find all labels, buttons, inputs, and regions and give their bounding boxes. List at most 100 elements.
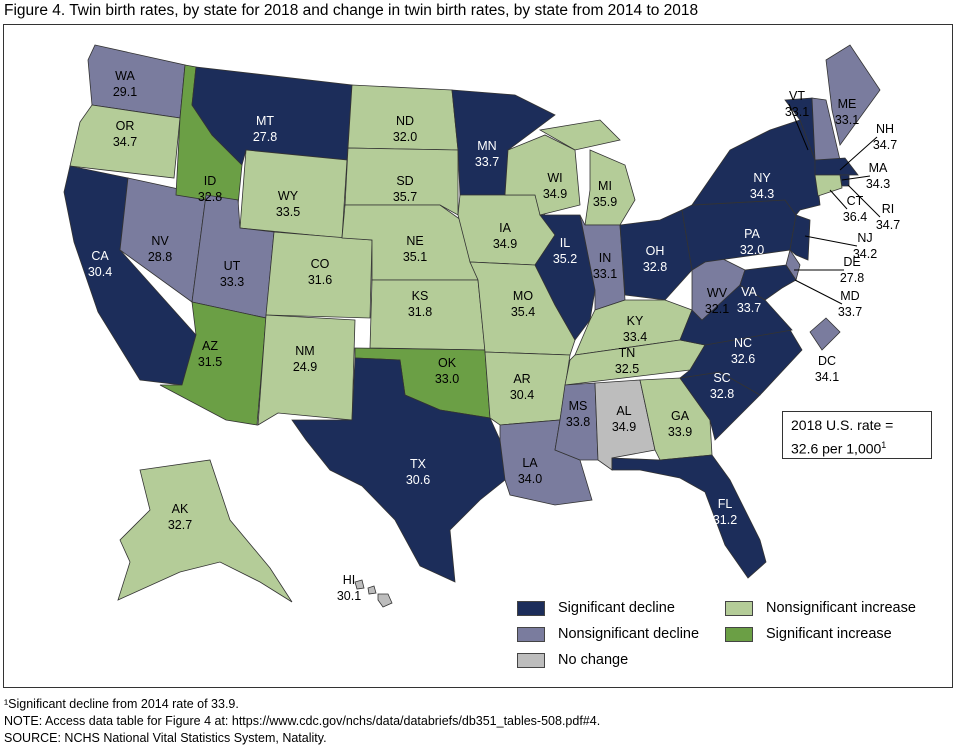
- leader-line-nj: [804, 235, 858, 247]
- state-abbr-label: NE: [406, 234, 423, 248]
- state-rate-label: 35.4: [511, 305, 535, 319]
- state-rate-label: 34.2: [853, 247, 877, 261]
- state-ak: [117, 459, 293, 603]
- state-rate-label: 35.7: [393, 190, 417, 204]
- state-abbr-label: IN: [599, 251, 612, 265]
- state-dc: [809, 317, 841, 351]
- state-abbr-label: CO: [311, 257, 330, 271]
- leader-line-nh: [839, 136, 878, 171]
- state-abbr-label: CA: [91, 249, 109, 263]
- state-abbr-label: OH: [646, 244, 665, 258]
- state-hi: [354, 579, 393, 608]
- source: SOURCE: NCHS National Vital Statistics S…: [4, 731, 327, 745]
- legend-significant-increase: Significant increase: [725, 626, 892, 642]
- footnote: ¹Significant decline from 2014 rate of 3…: [4, 697, 239, 711]
- us-rate-footnote-mark: 1: [881, 440, 887, 450]
- state-abbr-label: MS: [569, 399, 588, 413]
- state-abbr-label: OK: [438, 356, 457, 370]
- state-abbr-label: TX: [410, 457, 427, 471]
- state-rate-label: 34.9: [612, 420, 636, 434]
- legend-label: Nonsignificant decline: [558, 626, 700, 642]
- state-abbr-label: AZ: [202, 339, 218, 353]
- legend-significant-decline: Significant decline: [517, 600, 675, 616]
- state-rate-label: 29.1: [113, 85, 137, 99]
- state-abbr-label: SD: [396, 174, 413, 188]
- leader-line-ma: [841, 175, 871, 181]
- state-abbr-label: HI: [343, 573, 356, 587]
- state-abbr-label: WY: [278, 189, 299, 203]
- state-abbr-label: CT: [847, 194, 864, 208]
- state-rate-label: 31.6: [308, 273, 332, 287]
- legend-label: No change: [558, 652, 629, 668]
- state-rate-label: 33.0: [435, 372, 459, 386]
- state-abbr-label: OR: [116, 119, 135, 133]
- leader-line-vt: [788, 103, 809, 151]
- legend-nonsignificant-decline: Nonsignificant decline: [517, 626, 699, 642]
- state-rate-label: 30.4: [88, 265, 112, 279]
- leader-line-ct: [829, 189, 848, 210]
- state-me: [825, 44, 881, 146]
- state-rate-label: 33.9: [668, 425, 692, 439]
- state-rate-label: 35.2: [553, 252, 577, 266]
- state-sd: [344, 147, 459, 216]
- state-abbr-label: MO: [513, 289, 533, 303]
- state-abbr-label: NJ: [857, 231, 872, 245]
- state-abbr-label: NM: [295, 344, 314, 358]
- state-abbr-label: ME: [838, 97, 857, 111]
- state-rate-label: 32.6: [731, 352, 755, 366]
- legend-swatch: [517, 652, 545, 668]
- state-rate-label: 32.8: [643, 260, 667, 274]
- state-abbr-label: UT: [224, 259, 241, 273]
- state-rate-label: 33.3: [220, 275, 244, 289]
- state-abbr-label: NC: [734, 336, 752, 350]
- state-abbr-label: IA: [499, 221, 511, 235]
- state-rate-label: 34.3: [750, 187, 774, 201]
- state-rate-label: 33.1: [835, 113, 859, 127]
- legend-no-change: No change: [517, 652, 628, 668]
- us-rate-box: 2018 U.S. rate = 32.6 per 1,0001: [782, 411, 932, 459]
- state-rate-label: 35.1: [403, 250, 427, 264]
- state-co: [265, 231, 373, 319]
- state-rate-label: 30.1: [337, 589, 361, 603]
- state-abbr-label: VT: [789, 89, 805, 103]
- state-abbr-label: AL: [616, 404, 631, 418]
- state-abbr-label: DE: [843, 255, 860, 269]
- state-rate-label: 33.8: [566, 415, 590, 429]
- state-rate-label: 27.8: [253, 130, 277, 144]
- note: NOTE: Access data table for Figure 4 at:…: [4, 714, 601, 728]
- state-rate-label: 35.9: [593, 195, 617, 209]
- state-rate-label: 27.8: [840, 271, 864, 285]
- state-rate-label: 32.7: [168, 518, 192, 532]
- state-rate-label: 32.1: [705, 302, 729, 316]
- state-ma: [814, 157, 859, 176]
- us-rate-line2: 32.6 per 1,000: [791, 440, 882, 457]
- legend-label: Nonsignificant increase: [766, 600, 916, 616]
- state-rate-label: 31.5: [198, 355, 222, 369]
- us-rate-line1: 2018 U.S. rate =: [791, 417, 894, 433]
- state-rate-label: 33.1: [593, 267, 617, 281]
- state-rate-label: 36.4: [843, 210, 867, 224]
- state-tx: [291, 357, 506, 583]
- state-abbr-label: KS: [412, 289, 429, 303]
- state-rate-label: 33.7: [475, 155, 499, 169]
- state-rate-label: 32.8: [198, 190, 222, 204]
- state-rate-label: 28.8: [148, 250, 172, 264]
- state-rate-label: 34.9: [543, 187, 567, 201]
- state-rate-label: 31.8: [408, 305, 432, 319]
- state-ct: [814, 174, 843, 197]
- state-rate-label: 34.7: [113, 135, 137, 149]
- state-pa: [681, 199, 797, 271]
- state-abbr-label: WV: [707, 286, 728, 300]
- figure-title: Figure 4. Twin birth rates, by state for…: [4, 2, 699, 19]
- state-abbr-label: NV: [151, 234, 169, 248]
- state-wi: [504, 134, 581, 216]
- state-rate-label: 34.7: [873, 138, 897, 152]
- state-abbr-label: MT: [256, 114, 274, 128]
- state-abbr-label: MI: [598, 179, 612, 193]
- state-nm: [257, 314, 356, 426]
- state-abbr-label: WA: [115, 69, 135, 83]
- state-abbr-label: AR: [513, 372, 530, 386]
- state-rate-label: 31.2: [713, 513, 737, 527]
- state-rate-label: 33.5: [276, 205, 300, 219]
- state-abbr-label: WI: [547, 171, 562, 185]
